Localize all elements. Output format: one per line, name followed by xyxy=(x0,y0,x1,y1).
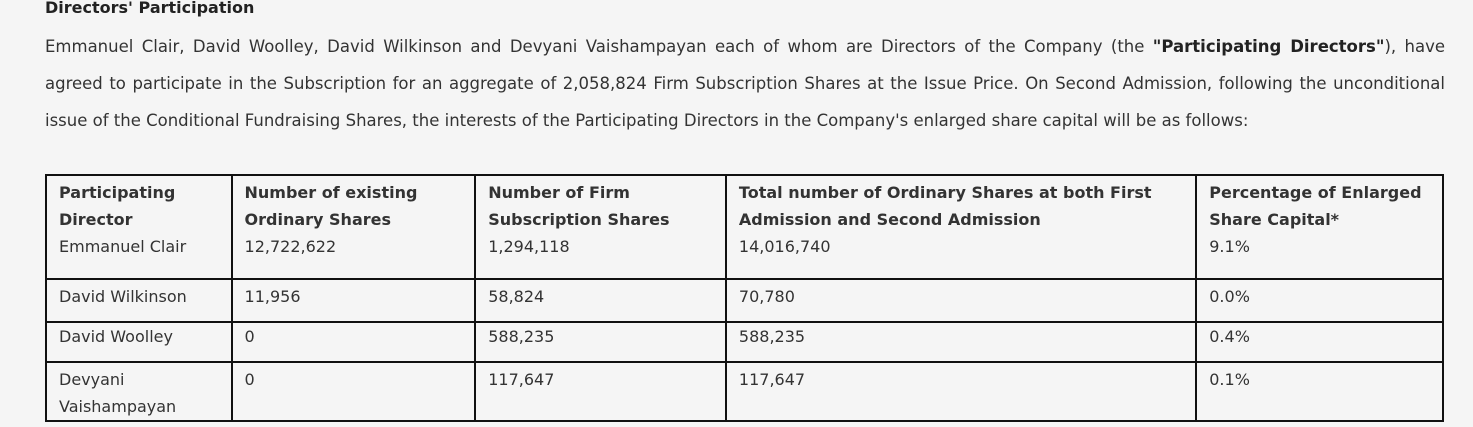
cell-existing-shares: 0 xyxy=(230,321,477,363)
cell-firm-subscription-shares: 117,647 xyxy=(474,361,727,422)
cell-director: David Wilkinson xyxy=(45,278,233,323)
table-header-row: Participating Director Number of existin… xyxy=(45,174,1444,233)
header-existing-shares: Number of existing Ordinary Shares xyxy=(230,174,477,233)
cell-total-shares: 117,647 xyxy=(724,361,1198,422)
cell-firm-subscription-shares: 58,824 xyxy=(474,278,727,323)
cell-percentage: 0.4% xyxy=(1195,321,1444,363)
table-row: Emmanuel Clair 12,722,622 1,294,118 14,0… xyxy=(45,233,1444,280)
directors-shares-table: Participating Director Number of existin… xyxy=(45,174,1444,422)
paragraph-text-end: ), have agreed to participate in the Sub… xyxy=(45,37,1445,130)
cell-director: Emmanuel Clair xyxy=(45,233,233,280)
header-total-ordinary-shares: Total number of Ordinary Shares at both … xyxy=(724,174,1198,233)
cell-director: David Woolley xyxy=(45,321,233,363)
paragraph-text-start: Emmanuel Clair, David Woolley, David Wil… xyxy=(45,37,1153,56)
cell-total-shares: 70,780 xyxy=(724,278,1198,323)
cell-existing-shares: 12,722,622 xyxy=(230,233,477,280)
cell-percentage: 9.1% xyxy=(1195,233,1444,280)
cell-existing-shares: 0 xyxy=(230,361,477,422)
paragraph-bold-term: "Participating Directors" xyxy=(1152,37,1385,56)
header-percentage-enlarged-capital: Percentage of Enlarged Share Capital* xyxy=(1195,174,1444,233)
cell-total-shares: 588,235 xyxy=(724,321,1198,363)
cell-percentage: 0.0% xyxy=(1195,278,1444,323)
participation-paragraph: Emmanuel Clair, David Woolley, David Wil… xyxy=(45,28,1445,139)
table-row: David Wilkinson 11,956 58,824 70,780 0.0… xyxy=(45,278,1444,323)
section-heading: Directors' Participation xyxy=(45,0,255,17)
table-row: David Woolley 0 588,235 588,235 0.4% xyxy=(45,321,1444,363)
table-row: Devyani Vaishampayan 0 117,647 117,647 0… xyxy=(45,361,1444,422)
header-firm-subscription-shares: Number of Firm Subscription Shares xyxy=(474,174,727,233)
header-participating-director: Participating Director xyxy=(45,174,233,233)
cell-director: Devyani Vaishampayan xyxy=(45,361,233,422)
cell-firm-subscription-shares: 588,235 xyxy=(474,321,727,363)
cell-percentage: 0.1% xyxy=(1195,361,1444,422)
cell-existing-shares: 11,956 xyxy=(230,278,477,323)
cell-firm-subscription-shares: 1,294,118 xyxy=(474,233,727,280)
cell-total-shares: 14,016,740 xyxy=(724,233,1198,280)
